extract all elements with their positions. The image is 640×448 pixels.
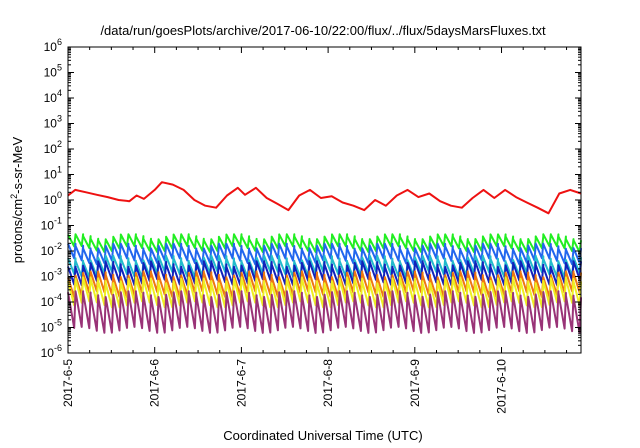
y-tick-exp: 2 [57,139,62,149]
x-axis-label: Coordinated Universal Time (UTC) [223,428,422,443]
series-line-1 [67,181,582,215]
y-tick-base: 10 [41,244,55,258]
y-tick-exp: -3 [54,267,62,277]
x-tick-label: 2017-6-6 [148,359,162,407]
y-tick-exp: 6 [57,37,62,47]
y-tick-exp: -1 [54,216,62,226]
y-tick-label: 103 [44,114,62,131]
y-tick-exp: -6 [54,343,62,353]
y-tick-base: 10 [44,66,58,80]
y-tick-label: 10-4 [41,292,62,309]
y-tick-base: 10 [44,142,58,156]
y-tick-base: 10 [44,168,58,182]
y-tick-exp: 5 [57,63,62,73]
y-tick-label: 106 [44,37,62,54]
y-tick-exp: 1 [57,165,62,175]
series-line-3 [67,242,582,266]
x-axis: 2017-6-5 2017-6-6 2017-6-7 2017-6-8 2017-6-9… [61,47,568,414]
y-tick-exp: -5 [54,318,62,328]
y-tick-exp: -4 [54,292,62,302]
y-axis-label-rest: -s-sr-MeV [10,136,25,193]
y-tick-label: 10-2 [41,241,62,258]
y-tick-base: 10 [44,40,58,54]
chart-title: /data/run/goesPlots/archive/2017-06-10/2… [100,23,546,38]
y-tick-base: 10 [41,295,55,309]
x-tick-label: 2017-6-5 [61,359,75,407]
y-tick-base: 10 [41,219,55,233]
y-axis: 10-610-510-410-310-210-11001011021031041… [41,37,581,360]
y-tick-base: 10 [44,91,58,105]
y-axis-label-base: protons/cm [10,199,25,263]
y-axis-label-sup: 2 [9,194,19,199]
y-axis-label: protons/cm2-s-sr-MeV [9,136,25,263]
y-tick-exp: 0 [57,190,62,200]
x-tick-label: 2017-6-7 [234,359,248,407]
y-tick-base: 10 [41,270,55,284]
y-tick-label: 10-5 [41,318,62,335]
y-tick-base: 10 [41,321,55,335]
x-tick-label: 2017-6-9 [408,359,422,407]
y-tick-label: 100 [44,190,62,207]
y-tick-label: 102 [44,139,62,156]
y-tick-base: 10 [44,117,58,131]
y-tick-label: 105 [44,63,62,80]
y-tick-label: 101 [44,165,62,182]
y-tick-exp: -2 [54,241,62,251]
y-tick-exp: 4 [57,88,62,98]
y-tick-exp: 3 [57,114,62,124]
series-layer [67,181,582,334]
y-tick-base: 10 [44,193,58,207]
x-tick-label: 2017-6-10 [495,359,509,414]
y-tick-label: 10-6 [41,343,62,360]
series-line-8 [67,290,582,334]
y-tick-label: 10-1 [41,216,62,233]
y-tick-label: 10-3 [41,267,62,284]
y-tick-base: 10 [41,346,55,360]
x-tick-label: 2017-6-8 [321,359,335,407]
y-tick-label: 104 [44,88,62,105]
